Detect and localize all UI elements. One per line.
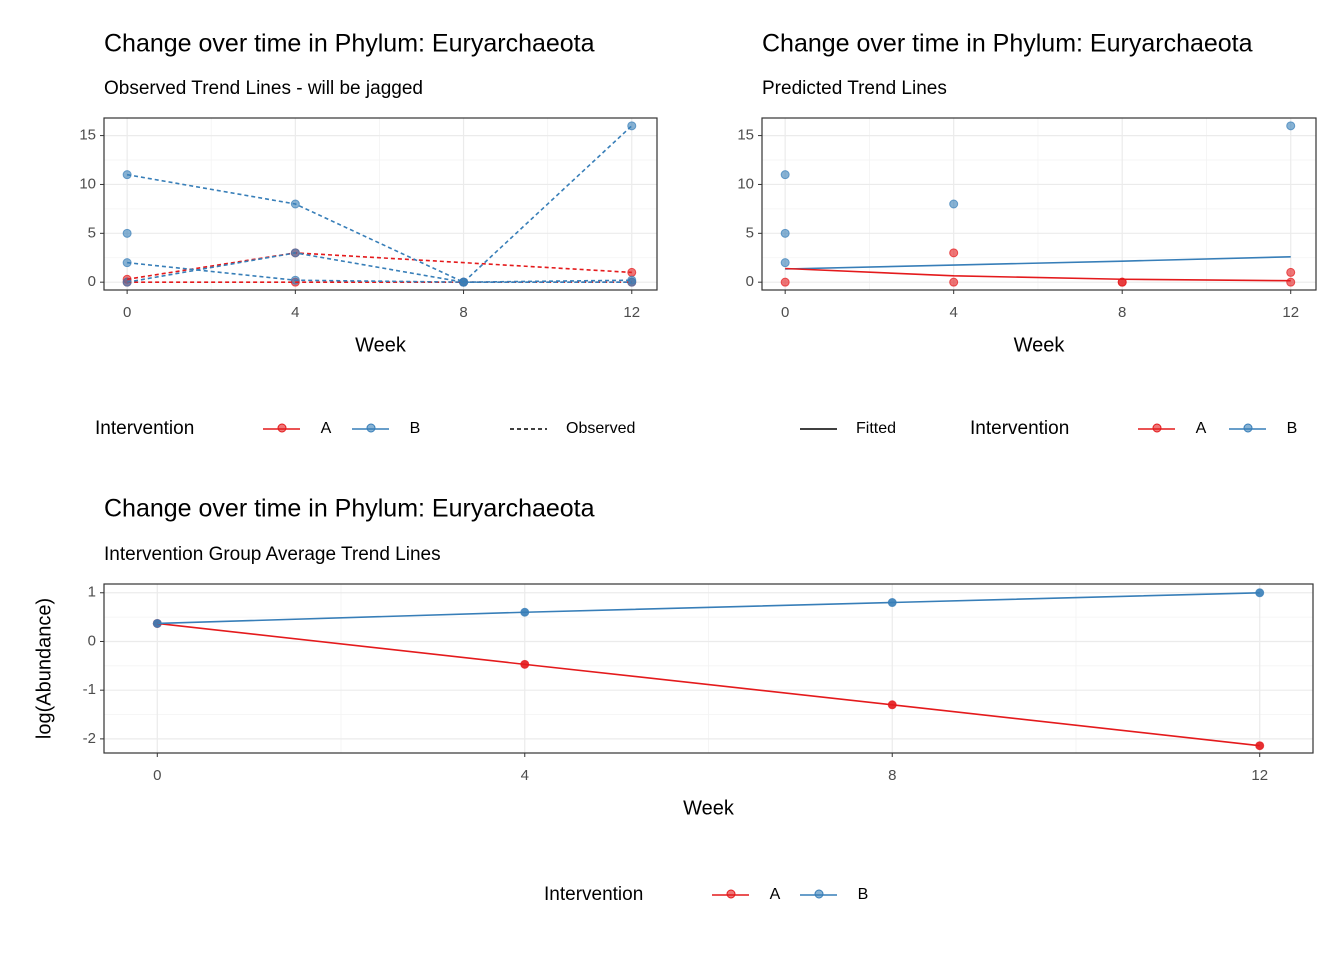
- y-tick-label: 0: [746, 273, 754, 290]
- panel: Change over time in Phylum: Euryarchaeot…: [737, 30, 1317, 439]
- x-axis-title: Week: [1014, 334, 1066, 356]
- data-point: [780, 258, 790, 268]
- trend-line: [126, 252, 632, 283]
- chart-subtitle: Predicted Trend Lines: [762, 78, 947, 99]
- data-point: [780, 277, 790, 287]
- legend-label: A: [321, 420, 332, 437]
- x-tick-label: 12: [1251, 767, 1268, 784]
- legend-title: Intervention: [970, 418, 1069, 439]
- x-tick-label: 4: [950, 304, 958, 321]
- x-tick-label: 4: [521, 767, 529, 784]
- y-tick-label: 5: [88, 224, 96, 241]
- legend-label: A: [770, 886, 781, 903]
- legend-title: Intervention: [544, 884, 643, 905]
- panel: Change over time in Phylum: Euryarchaeot…: [33, 495, 1314, 905]
- lines: [126, 125, 633, 284]
- titles: Change over time in Phylum: Euryarchaeot…: [104, 495, 595, 565]
- panel-border: [103, 117, 658, 291]
- x-tick-label: 8: [459, 304, 467, 321]
- data-point: [780, 170, 790, 180]
- y-tick-label: 1: [88, 584, 96, 601]
- trend-line: [157, 591, 1260, 625]
- x-tick-label: 0: [781, 304, 789, 321]
- legend: Intervention A B Fitted: [800, 418, 1297, 439]
- data-point: [1286, 267, 1296, 277]
- legend-key-point: [277, 423, 287, 433]
- legend-label: B: [1287, 420, 1298, 437]
- legend-key-point: [726, 889, 736, 899]
- data-point: [949, 277, 959, 287]
- y-axis-title: log(Abundance): [33, 598, 55, 739]
- data-point: [949, 199, 959, 209]
- y-tick-label: 5: [746, 224, 754, 241]
- legend-label: B: [858, 886, 869, 903]
- y-tick-label: 15: [79, 127, 96, 144]
- x-axis-title: Week: [355, 334, 407, 356]
- panel: Change over time in Phylum: Euryarchaeot…: [79, 30, 658, 439]
- points: [780, 121, 1296, 287]
- chart-title: Change over time in Phylum: Euryarchaeot…: [104, 30, 595, 58]
- legend: Intervention A B Observed: [95, 418, 635, 439]
- legend-key-point: [814, 889, 824, 899]
- y-tick-label: 10: [79, 175, 96, 192]
- chart-title: Change over time in Phylum: Euryarchaeot…: [104, 495, 595, 523]
- legend-key-point: [1152, 423, 1162, 433]
- data-point: [1117, 277, 1127, 287]
- legend-label: A: [1196, 420, 1207, 437]
- trend-line: [785, 267, 1291, 282]
- data-point: [1286, 277, 1296, 287]
- x-tick-label: 0: [123, 304, 131, 321]
- y-tick-label: 0: [88, 632, 96, 649]
- y-tick-label: 15: [737, 127, 754, 144]
- x-tick-label: 4: [291, 304, 299, 321]
- panel-border: [103, 583, 1314, 754]
- titles: Change over time in Phylum: Euryarchaeot…: [104, 30, 595, 99]
- data-point: [949, 248, 959, 258]
- lines: [157, 591, 1260, 747]
- data-point: [780, 228, 790, 238]
- trend-line: [127, 261, 632, 283]
- lines: [785, 255, 1291, 282]
- x-tick-label: 8: [1118, 304, 1126, 321]
- panel-border: [761, 117, 1317, 291]
- y-tick-label: -1: [83, 681, 96, 698]
- chart-subtitle: Intervention Group Average Trend Lines: [104, 544, 441, 565]
- legend-label: Observed: [566, 420, 635, 437]
- y-tick-label: -2: [83, 730, 96, 747]
- legend-title: Intervention: [95, 418, 194, 439]
- chart-title: Change over time in Phylum: Euryarchaeot…: [762, 30, 1253, 58]
- legend-key-point: [366, 423, 376, 433]
- x-tick-label: 8: [888, 767, 896, 784]
- trend-line: [785, 255, 1291, 270]
- trend-line: [126, 125, 633, 284]
- data-point: [1286, 121, 1296, 131]
- legend: Intervention A B: [544, 884, 868, 905]
- legend-key-point: [1243, 423, 1253, 433]
- titles: Change over time in Phylum: Euryarchaeot…: [762, 30, 1253, 99]
- x-tick-label: 0: [153, 767, 161, 784]
- x-axis-title: Week: [683, 797, 735, 819]
- chart-subtitle: Observed Trend Lines - will be jagged: [104, 78, 423, 99]
- x-tick-label: 12: [1282, 304, 1299, 321]
- y-tick-label: 0: [88, 273, 96, 290]
- legend-label: Fitted: [856, 420, 896, 437]
- legend-label: B: [410, 420, 421, 437]
- y-tick-label: 10: [737, 175, 754, 192]
- data-point: [122, 228, 132, 238]
- x-tick-label: 12: [623, 304, 640, 321]
- trend-line: [157, 622, 1260, 747]
